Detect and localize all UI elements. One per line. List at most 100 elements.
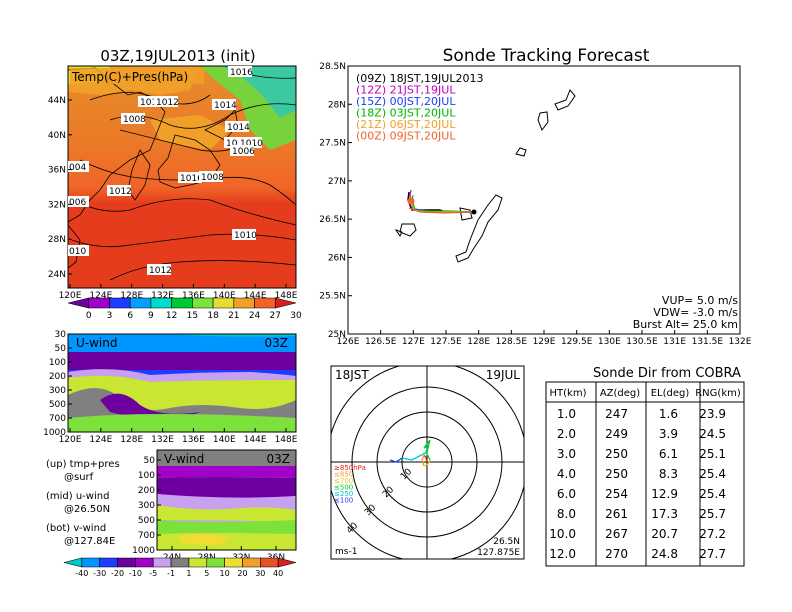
table-header-cell: EL(deg) (651, 388, 690, 399)
table-header-cell: HT(km) (550, 388, 587, 399)
colorbar-label: 27 (270, 311, 281, 321)
table-cell: 25.4 (699, 487, 726, 501)
wind-colorbar-label: -10 (129, 569, 142, 578)
table-cell: 24.5 (699, 427, 726, 441)
table-header-cell: AZ(deg) (600, 388, 640, 399)
vwind-y-tick-label: 500 (138, 516, 155, 526)
uwind-y-tick-label: 700 (49, 414, 66, 424)
isobar-label: 1012 (224, 137, 249, 149)
svg-text:VUP= 5.0 m/s: VUP= 5.0 m/s (662, 294, 738, 307)
isobar-label: 1010 (232, 229, 257, 241)
uwind-x-tick-label: 124E (89, 435, 112, 445)
colorbar-swatch (109, 297, 131, 309)
hodograph-lon: 127.875E (477, 548, 520, 558)
hodograph-trace (389, 439, 431, 467)
colorbar-label: 15 (187, 311, 198, 321)
colorbar-label: 0 (86, 311, 92, 321)
colorbar-label: 12 (166, 311, 177, 321)
vwind-y-tick-label: 300 (138, 501, 155, 511)
table-cell: 267 (605, 527, 628, 541)
wind-colorbar-swatch (206, 557, 225, 568)
isobar-label: 010 (68, 245, 89, 257)
tracking-x-tick-label: 126.5E (365, 337, 397, 347)
wind-colorbar-label: 5 (204, 569, 209, 578)
island-outline (459, 207, 473, 221)
hodograph-level-entry: ≤850 (334, 471, 353, 479)
wind-colorbar-label: 30 (255, 569, 265, 578)
sonde-tracks (407, 189, 477, 215)
uwind-y-tick-label: 200 (49, 372, 66, 382)
tracking-x-tick-label: 128E (467, 337, 490, 347)
table-cell: 12.9 (651, 487, 678, 501)
map-y-tick-label: 36N (48, 166, 66, 176)
hodograph-level-entry: ≤500 (334, 484, 353, 492)
wind-colorbar-swatch (242, 557, 261, 568)
vwind-y-tick-label: 1000 (132, 546, 155, 556)
svg-text:Burst Alt= 25.0 km: Burst Alt= 25.0 km (633, 318, 738, 331)
svg-text:1012: 1012 (156, 98, 179, 108)
table-cell: 17.3 (651, 507, 678, 521)
note-up-label: (up) tmp+pres (46, 459, 120, 470)
table-cell: 2.0 (557, 427, 576, 441)
table-cell: 270 (605, 547, 628, 561)
tracking-legend-entry: (21Z) 06JST,20JUL (356, 118, 456, 131)
wind-colorbar-swatch (152, 557, 172, 568)
table-cell: 27.2 (699, 527, 726, 541)
table-cell: 25.7 (699, 507, 726, 521)
vwind-y-tick-label: 700 (138, 531, 155, 541)
island-outline (455, 194, 503, 263)
table-cell: 1.6 (659, 407, 678, 421)
uwind-y-tick-label: 500 (49, 400, 66, 410)
map-y-tick-label: 44N (48, 96, 66, 106)
map-y-tick-label: 28N (48, 235, 66, 245)
isobar-label: 1014 (225, 121, 250, 133)
hodograph-left-label: 18JST (335, 368, 369, 382)
uwind-y-tick-label: 100 (49, 358, 66, 368)
uwind-y-tick-label: 1000 (43, 428, 66, 438)
map-y-tick-label: 32N (48, 200, 66, 210)
note-up-value: @surf (64, 472, 94, 483)
colorbar-label: 9 (148, 311, 154, 321)
wind-colorbar-label: 10 (220, 569, 230, 578)
island-outline (394, 229, 403, 237)
isobar-label: 1012 (138, 96, 163, 108)
note-bot-value: @127.84E (64, 536, 115, 547)
table-cell: 6.1 (659, 447, 678, 461)
temperature-pressure-map: 03Z,19JUL2013 (init) (48, 47, 302, 321)
tracking-y-tick-label: 25N (328, 330, 346, 340)
vwind-time: 03Z (267, 452, 291, 466)
note-mid-label: (mid) u-wind (46, 491, 109, 502)
svg-text:1016: 1016 (230, 68, 253, 78)
table-cell: 27.7 (699, 547, 726, 561)
uwind-x-tick-label: 128E (120, 435, 143, 445)
table-cell: 250 (605, 467, 628, 481)
isobar-label: 1014 (212, 99, 237, 111)
table-cell: 25.4 (699, 467, 726, 481)
table-cell: 249 (605, 427, 628, 441)
tracking-x-tick-label: 126E (337, 337, 360, 347)
island-outline (537, 111, 549, 132)
svg-text:1008: 1008 (123, 115, 146, 125)
tracking-x-tick-label: 130.5E (626, 337, 658, 347)
track-00z (408, 207, 475, 214)
map-x-tick-label: 128E (120, 291, 143, 301)
tracking-y-tick-label: 28.5N (319, 62, 346, 72)
wind-colorbar-swatch (99, 557, 118, 568)
colorbar-label: 30 (290, 311, 302, 321)
temperature-colorbar: 0 3 6 9 12 15 18 21 24 27 30 (67, 297, 302, 321)
svg-text:1012: 1012 (109, 187, 132, 197)
table-header-cell: RNG(km) (695, 388, 741, 399)
isobar-label: 1010 (238, 137, 263, 149)
tracking-y-axis: 28.5N 28N 27.5N 27N 26.5N 26N 25.5N 25N (319, 62, 352, 340)
wind-colorbar-swatch (81, 557, 100, 568)
tracking-title: Sonde Tracking Forecast (443, 46, 650, 66)
table-cell: 25.1 (699, 447, 726, 461)
map-x-tick-label: 144E (244, 291, 267, 301)
isobar-label: 1012 (107, 185, 132, 197)
colorbar-label: 18 (207, 311, 219, 321)
tracking-x-tick-label: 128.5E (496, 337, 528, 347)
wind-colorbar-label: 40 (273, 569, 283, 578)
hodograph-level-entry: ≥850hPa (334, 464, 366, 472)
svg-text:1016: 1016 (180, 174, 203, 184)
